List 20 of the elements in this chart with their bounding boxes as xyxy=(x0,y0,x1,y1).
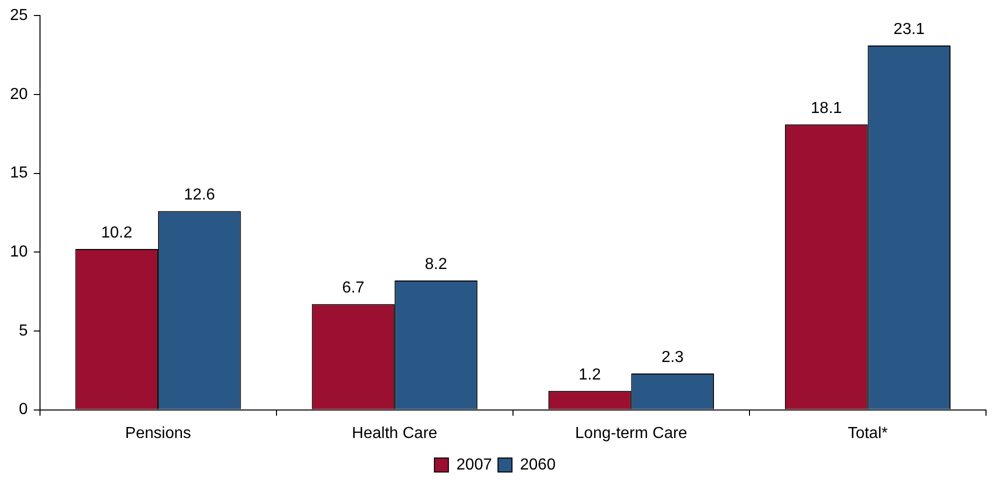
legend-label: 2007 xyxy=(456,456,492,474)
y-tick-label: 20 xyxy=(10,86,28,103)
x-tick-label: Pensions xyxy=(125,424,191,442)
data-label: 10.2 xyxy=(101,224,132,242)
y-tick-label: 10 xyxy=(10,244,28,261)
data-label: 1.2 xyxy=(578,366,601,384)
data-label: 2.3 xyxy=(661,348,684,366)
x-tick-label: Total* xyxy=(848,424,888,442)
data-label: 8.2 xyxy=(424,256,448,273)
legend-label: 2060 xyxy=(520,456,556,474)
x-tick-label: Health Care xyxy=(352,424,438,442)
x-tick-label: Long-term Care xyxy=(575,424,688,442)
y-tick-label: 25 xyxy=(10,7,28,24)
y-tick-label: 5 xyxy=(18,322,28,340)
y-tick-label: 15 xyxy=(10,164,28,182)
y-tick-label: 0 xyxy=(18,401,28,418)
data-label: 18.1 xyxy=(810,100,842,117)
data-label: 12.6 xyxy=(184,186,216,204)
data-label: 23.1 xyxy=(894,20,925,38)
data-label: 6.7 xyxy=(342,280,364,297)
